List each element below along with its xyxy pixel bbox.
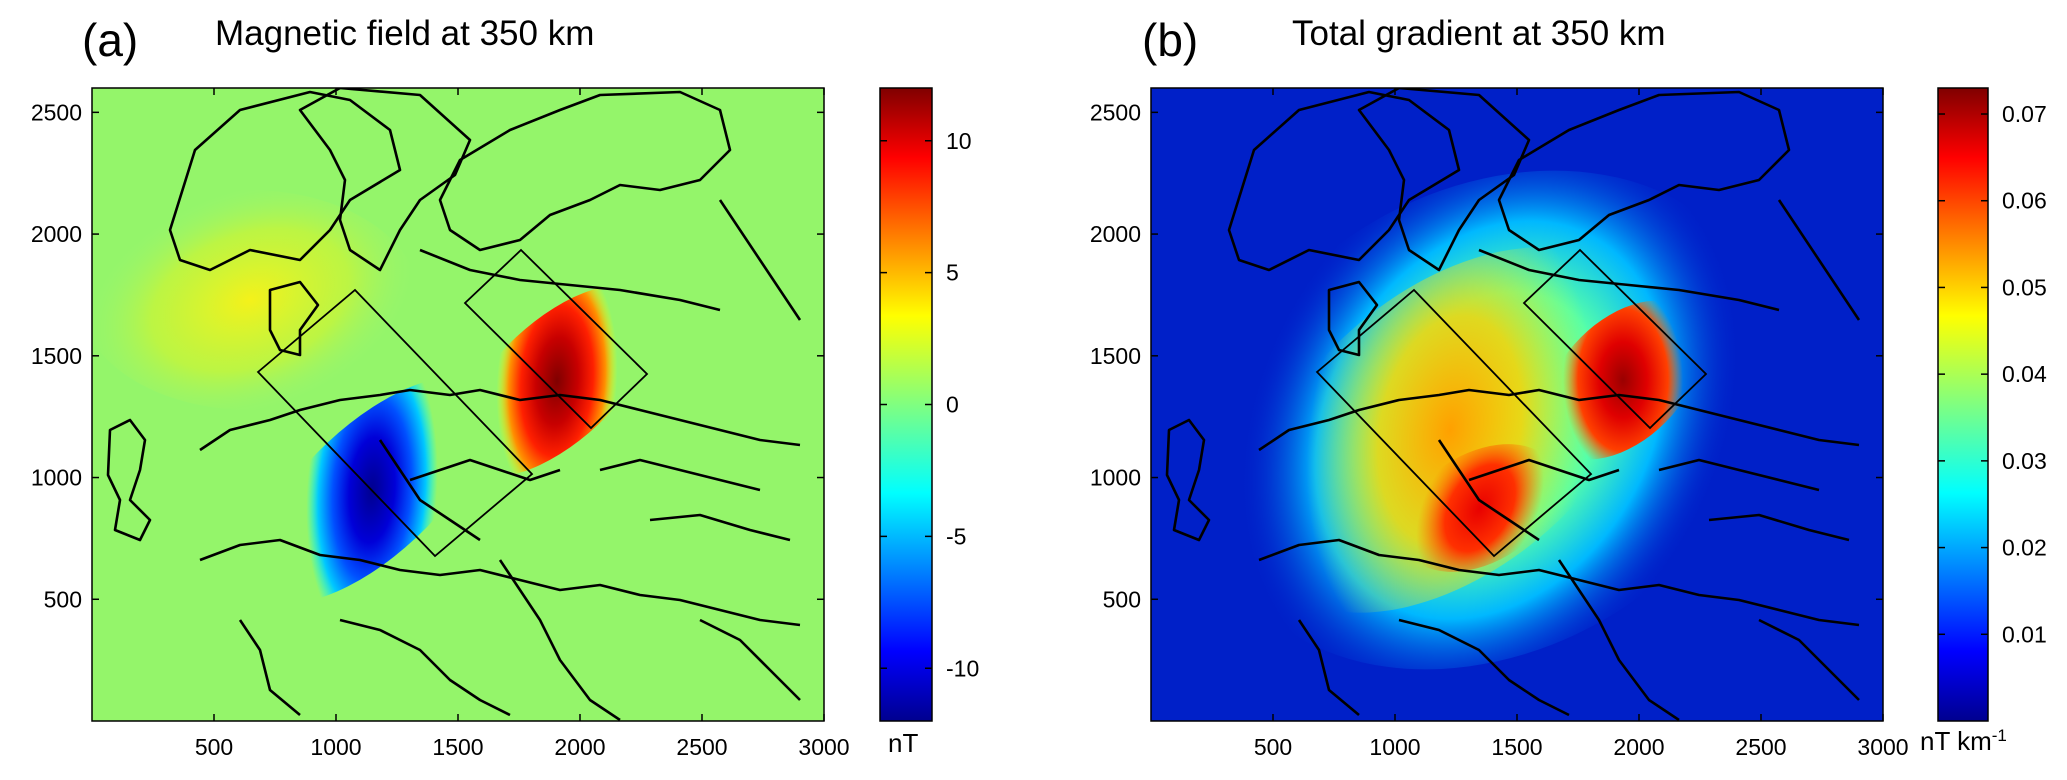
panel-a-y-ticks: 500 1000 1500 2000 2500: [31, 99, 824, 612]
x-tick-label: 3000: [798, 734, 849, 760]
colorbar-tick-label: 0.07: [2002, 101, 2047, 127]
y-tick-label: 2000: [1090, 221, 1141, 247]
panel-b-rectangle-2: [1522, 248, 1708, 430]
panel-b-coastlines: [1165, 88, 1861, 721]
panel-b-label: (b): [1142, 14, 1198, 66]
x-tick-label: 1500: [1491, 734, 1542, 760]
x-tick-label: 2500: [676, 734, 727, 760]
x-tick-label: 1000: [1369, 734, 1420, 760]
x-tick-label: 1500: [432, 734, 483, 760]
panel-a-coastlines: [106, 88, 802, 721]
panel-a-colorbar-ticks: -10 -5 0 5 10: [880, 128, 979, 681]
panel-a-label: (a): [82, 14, 138, 66]
panel-b-hot-2: [1401, 444, 1559, 572]
colorbar-tick-label: 0.01: [2002, 621, 2047, 647]
panel-b-colorbar-bar: [1937, 87, 1989, 722]
colorbar-tick-label: 5: [946, 260, 959, 286]
panel-b-rectangle-1: [1315, 288, 1593, 558]
y-tick-label: 2500: [1090, 99, 1141, 125]
panel-b-y-ticks: 500 1000 1500 2000 2500: [1090, 99, 1883, 612]
panel-b-heatmap: [1151, 88, 1883, 721]
panel-b-title: Total gradient at 350 km: [1292, 14, 1666, 53]
colorbar-tick-label: 0.04: [2002, 361, 2047, 387]
x-tick-label: 500: [195, 734, 233, 760]
colorbar-tick-label: -5: [946, 523, 966, 549]
panel-b: (b) Total gradient at 350 km: [1090, 14, 2047, 760]
y-tick-label: 1000: [31, 465, 82, 491]
panel-a-colorbar: -10 -5 0 5 10 nT: [879, 87, 979, 758]
panel-b-mid: [1252, 247, 1648, 613]
panel-b-rectangles: [1315, 248, 1708, 558]
panel-a: (a) Magnetic field at 350 km: [31, 14, 979, 760]
panel-a-x-ticks: 500 1000 1500 2000 2500 3000: [195, 88, 850, 760]
x-tick-label: 2000: [554, 734, 605, 760]
colorbar-tick-label: -10: [946, 655, 979, 681]
x-tick-label: 2000: [1613, 734, 1664, 760]
y-tick-label: 1500: [1090, 343, 1141, 369]
y-tick-label: 1000: [1090, 465, 1141, 491]
colorbar-tick-label: 10: [946, 128, 972, 154]
panel-a-rectangle-1: [256, 288, 534, 558]
y-tick-label: 500: [44, 586, 82, 612]
panel-a-positive-anomaly: [456, 285, 658, 477]
panel-a-rectangle-2: [463, 248, 649, 430]
panel-b-colorbar-ticks: 0.01 0.02 0.03 0.04 0.05 0.06 0.07: [1938, 101, 2047, 647]
panel-b-colorbar-unit: nT km-1: [1920, 726, 2007, 757]
colorbar-tick-label: 0.06: [2002, 188, 2047, 214]
panel-a-heatmap: [92, 88, 824, 721]
x-tick-label: 500: [1254, 734, 1292, 760]
panel-a-colorbar-bar: [879, 87, 933, 722]
colorbar-tick-label: 0.03: [2002, 448, 2047, 474]
panel-a-title: Magnetic field at 350 km: [215, 14, 594, 53]
y-tick-label: 2500: [31, 99, 82, 125]
panel-b-hot-1: [1543, 300, 1703, 460]
panel-a-colorbar-unit: nT: [888, 728, 918, 758]
y-tick-label: 1500: [31, 343, 82, 369]
panel-b-x-ticks: 500 1000 1500 2000 2500 3000: [1254, 88, 1909, 760]
y-tick-label: 500: [1103, 586, 1141, 612]
y-tick-label: 2000: [31, 221, 82, 247]
panel-a-rectangles: [256, 248, 649, 558]
panel-b-colorbar: 0.01 0.02 0.03 0.04 0.05 0.06 0.07 nT km-1: [1920, 87, 2047, 757]
panel-b-colorbar-unit-exp: -1: [1992, 726, 2007, 745]
x-tick-label: 1000: [310, 734, 361, 760]
panel-b-colorbar-unit-base: nT km: [1920, 726, 1992, 756]
x-tick-label: 3000: [1857, 734, 1908, 760]
panel-a-weak-positive: [92, 190, 420, 410]
colorbar-tick-label: 0: [946, 392, 959, 418]
x-tick-label: 2500: [1735, 734, 1786, 760]
colorbar-tick-label: 0.02: [2002, 535, 2047, 561]
colorbar-tick-label: 0.05: [2002, 274, 2047, 300]
